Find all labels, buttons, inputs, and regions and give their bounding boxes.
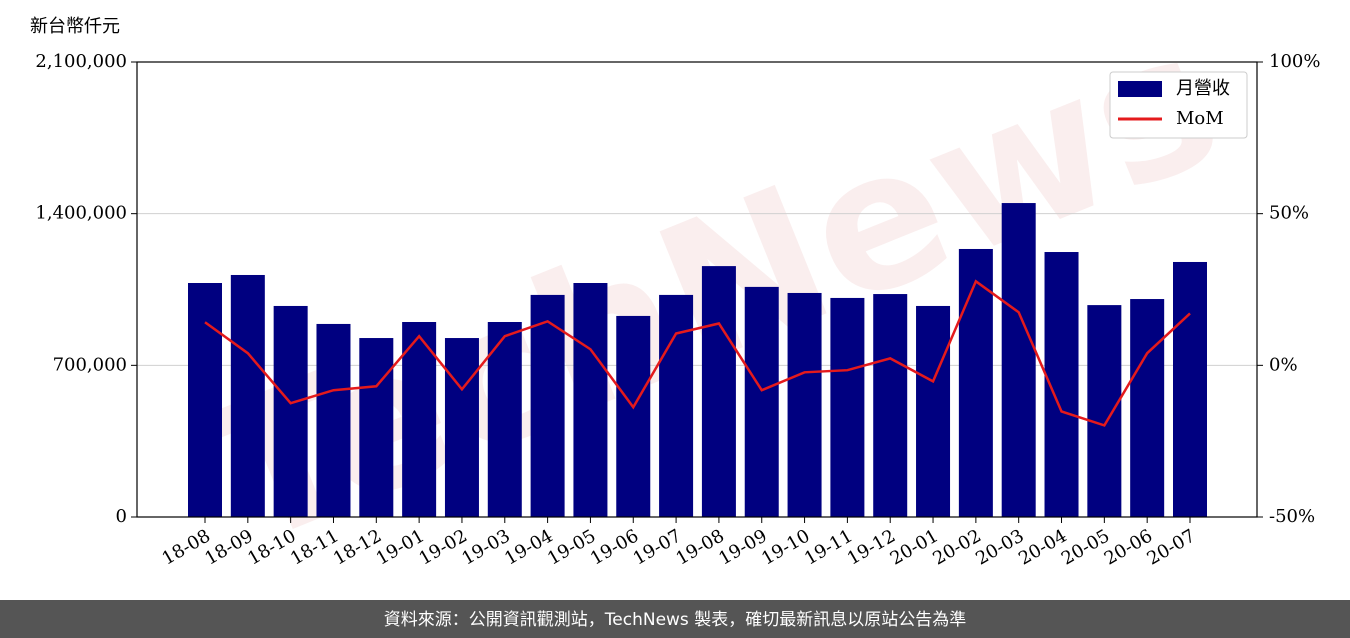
- bar: [1087, 305, 1122, 517]
- y-tick-label: 700,000: [53, 354, 127, 375]
- y2-tick-label: -50%: [1269, 506, 1315, 527]
- x-tick-label: 19-06: [587, 525, 642, 569]
- x-tick-label: 18-08: [159, 525, 214, 569]
- bar: [659, 294, 694, 517]
- bar: [1173, 261, 1207, 517]
- y-tick-label: 0: [116, 506, 127, 527]
- x-tick-label: 20-05: [1058, 525, 1113, 569]
- bar: [573, 283, 608, 517]
- legend-label: 月營收: [1176, 78, 1230, 99]
- x-tick-label: 20-07: [1144, 525, 1199, 569]
- x-tick-label: 19-02: [416, 525, 471, 569]
- x-tick-label: 19-04: [501, 525, 556, 569]
- x-tick-label: 20-03: [972, 525, 1027, 569]
- footer: 資料來源：公開資訊觀測站，TechNews 製表，確切最新訊息以原站公告為準: [384, 610, 966, 630]
- y-tick-label: 1,400,000: [35, 203, 127, 224]
- bar: [916, 305, 951, 517]
- x-tick-label: 20-02: [929, 525, 984, 569]
- bar: [744, 286, 779, 517]
- bar: [873, 294, 908, 517]
- x-tick-label: 19-07: [630, 525, 685, 569]
- x-tick-label: 19-03: [458, 525, 513, 569]
- y-tick-label: 2,100,000: [35, 51, 127, 72]
- footer-bar: [0, 600, 1350, 638]
- bar: [316, 323, 351, 517]
- bar: [359, 338, 394, 517]
- legend-label: MoM: [1176, 108, 1224, 129]
- x-tick-label: 18-09: [201, 525, 256, 569]
- bar: [188, 283, 222, 517]
- y-axis-label: 新台幣仟元: [30, 16, 120, 37]
- x-tick-label: 19-09: [715, 525, 770, 569]
- x-tick-label: 20-04: [1015, 525, 1070, 569]
- bar: [1001, 203, 1036, 518]
- bar: [830, 297, 865, 517]
- x-tick-label: 19-10: [758, 525, 813, 569]
- y2-tick-label: 0%: [1269, 354, 1298, 375]
- y2-tick-label: 50%: [1269, 203, 1309, 224]
- bar: [1130, 299, 1165, 517]
- x-tick-label: 19-11: [801, 525, 856, 569]
- legend-swatch: [1118, 81, 1162, 97]
- bar: [530, 294, 565, 517]
- bar: [616, 315, 651, 517]
- x-tick-label: 19-08: [672, 525, 727, 569]
- y2-tick-label: 100%: [1269, 51, 1320, 72]
- x-tick-label: 19-12: [844, 525, 899, 569]
- bar: [958, 248, 993, 517]
- bar: [701, 266, 736, 517]
- line: [204, 279, 1191, 427]
- bar: [402, 322, 437, 517]
- plot-frame: [136, 61, 1258, 518]
- x-tick-label: 20-06: [1101, 525, 1156, 569]
- bar: [273, 305, 308, 517]
- bar: [487, 322, 522, 517]
- bar: [230, 274, 265, 517]
- bar: [444, 338, 479, 517]
- bar: [787, 292, 822, 517]
- x-tick-label: 20-01: [887, 525, 942, 569]
- x-tick-label: 19-05: [544, 525, 599, 569]
